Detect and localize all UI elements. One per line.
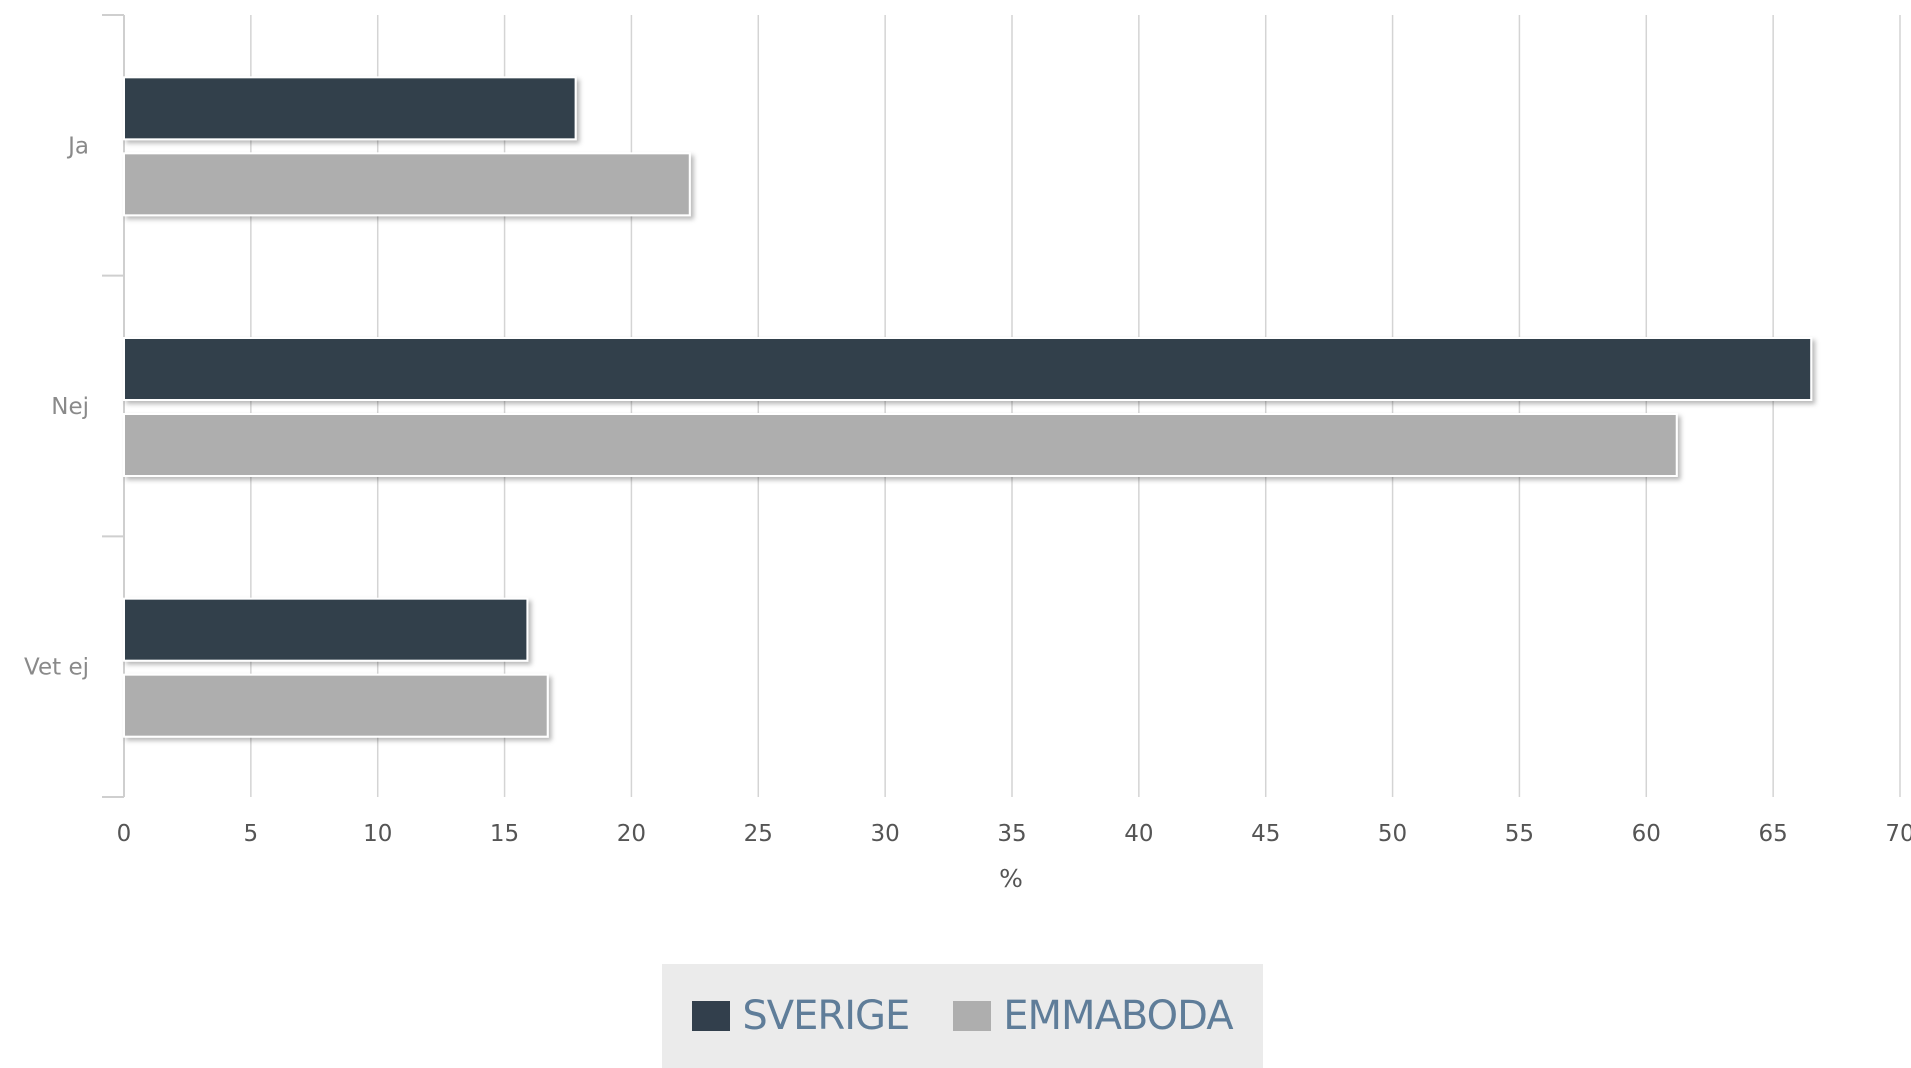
category-label: Vet ej — [24, 655, 89, 681]
x-tick-label: 40 — [1124, 821, 1153, 847]
legend-label-emmaboda: EMMABODA — [1003, 993, 1233, 1039]
x-tick-label: 30 — [871, 821, 900, 847]
legend-item-sverige[interactable]: SVERIGE — [692, 993, 910, 1039]
x-tick-label: 15 — [490, 821, 519, 847]
bar-sverige-nej — [123, 337, 1813, 401]
y-axis — [102, 14, 125, 798]
x-tick-label: 60 — [1632, 821, 1661, 847]
x-tick-label: 50 — [1378, 821, 1407, 847]
gridlines — [250, 15, 1901, 797]
legend-label-sverige: SVERIGE — [742, 993, 910, 1039]
bar-sverige-ja — [123, 76, 577, 141]
x-tick-label: 65 — [1759, 821, 1788, 847]
x-tick-label: 25 — [744, 821, 773, 847]
x-tick-label: 5 — [244, 821, 259, 847]
bar-emmaboda-ja — [123, 152, 691, 217]
x-tick-label: 35 — [997, 821, 1026, 847]
legend-item-emmaboda[interactable]: EMMABODA — [953, 993, 1234, 1039]
x-axis-title: % — [999, 864, 1023, 893]
bar-sverige-vet-ej — [123, 597, 529, 662]
category-labels: Ja Nej Vet ej — [24, 133, 89, 680]
x-tick-label: 55 — [1505, 821, 1534, 847]
x-tick-label: 20 — [617, 821, 646, 847]
x-tick-label: 10 — [363, 821, 392, 847]
x-tick-label: 45 — [1251, 821, 1280, 847]
x-tick-label: 0 — [117, 821, 132, 847]
bar-emmaboda-nej — [123, 413, 1678, 477]
bars — [123, 76, 1813, 738]
bar-emmaboda-vet-ej — [123, 673, 549, 738]
legend: SVERIGE EMMABODA — [662, 964, 1263, 1068]
category-label: Ja — [66, 133, 89, 159]
x-tick-label: 70 — [1885, 821, 1911, 847]
category-label: Nej — [51, 394, 89, 420]
legend-swatch-emmaboda — [953, 1001, 992, 1031]
x-tick-labels: 0 5 10 15 20 25 30 35 40 45 50 55 60 65 70 — [117, 821, 1911, 847]
legend-swatch-sverige — [692, 1001, 731, 1031]
